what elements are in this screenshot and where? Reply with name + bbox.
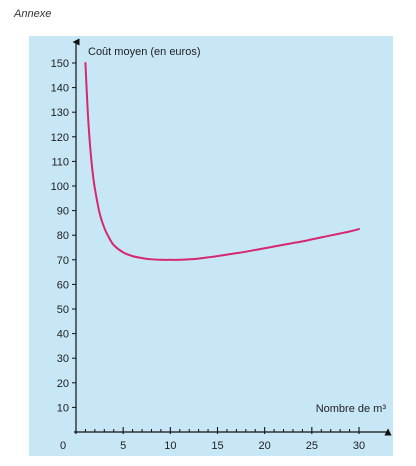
- y-tick-label-130: 130: [51, 107, 69, 119]
- y-tick-label-40: 40: [57, 329, 69, 341]
- y-tick-label-110: 110: [51, 156, 69, 168]
- y-tick-label-30: 30: [57, 353, 69, 365]
- y-tick-label-100: 100: [51, 181, 69, 193]
- y-tick-label-20: 20: [57, 378, 69, 390]
- x-tick-label-25: 25: [306, 440, 318, 452]
- y-tick-label-120: 120: [51, 132, 69, 144]
- y-tick-label-50: 50: [57, 304, 69, 316]
- x-axis-title: Nombre de m³: [316, 403, 387, 415]
- y-tick-label-70: 70: [57, 255, 69, 267]
- y-tick-label-80: 80: [57, 230, 69, 242]
- series-line-0: [84, 62, 360, 261]
- tick-marks: [72, 62, 360, 434]
- x-tick-label-15: 15: [211, 440, 223, 452]
- x-tick-label-20: 20: [259, 440, 271, 452]
- x-tick-label-10: 10: [164, 440, 176, 452]
- annex-label: Annexe: [14, 8, 52, 20]
- axes: [72, 38, 392, 436]
- y-tick-label-60: 60: [57, 279, 69, 291]
- y-tick-label-140: 140: [51, 83, 69, 95]
- origin-label: 0: [60, 440, 66, 452]
- y-tick-label-150: 150: [51, 58, 69, 70]
- chart-background: [29, 36, 393, 456]
- x-tick-label-30: 30: [353, 440, 365, 452]
- x-tick-label-5: 5: [120, 440, 126, 452]
- series-group: [84, 62, 360, 261]
- y-axis-title: Coût moyen (en euros): [88, 46, 201, 58]
- y-tick-label-90: 90: [57, 206, 69, 218]
- y-tick-label-10: 10: [57, 402, 69, 414]
